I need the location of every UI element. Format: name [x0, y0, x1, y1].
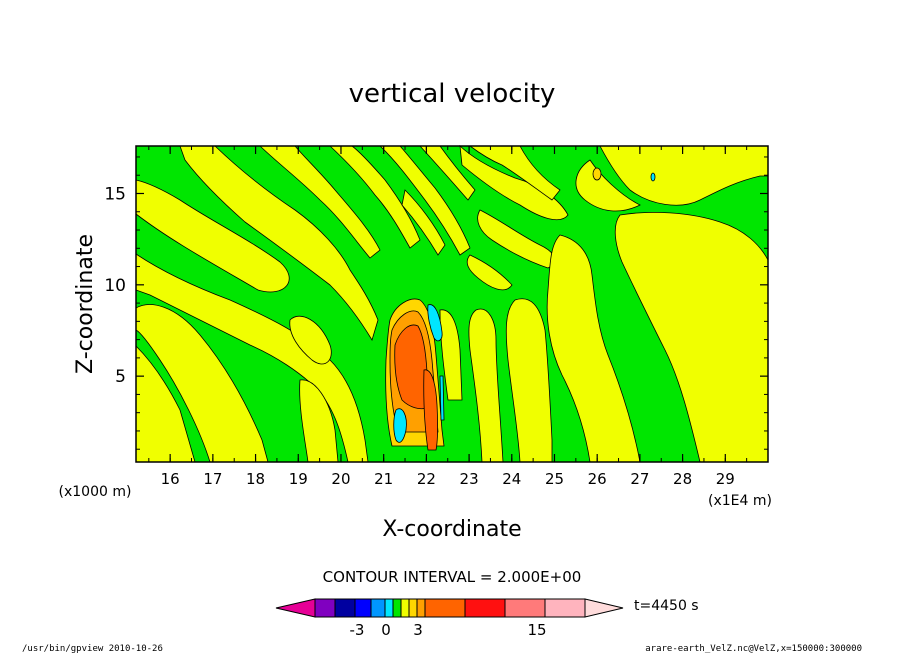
field-region	[328, 145, 421, 249]
x-tick-label: 27	[630, 470, 649, 488]
colorbar-segment	[334, 598, 356, 618]
x-tick-label: 26	[588, 470, 607, 488]
colorbar-segment	[392, 598, 402, 618]
field-region	[179, 145, 379, 341]
y-tick-label: 15	[104, 184, 126, 204]
x-tick-label: 19	[289, 470, 308, 488]
contour-interval: CONTOUR INTERVAL = 2.000E+00	[323, 568, 582, 586]
field-region	[135, 179, 290, 293]
colorbar-right-arrow	[584, 598, 624, 618]
x-axis: 16 17 18 19 20 21 22 23 24 25 26 27 28 29	[148, 146, 769, 488]
colorbar-segment	[544, 598, 586, 618]
colorbar-label: 15	[527, 621, 546, 639]
x-axis-label: X-coordinate	[382, 517, 521, 542]
x-tick-label: 29	[716, 470, 735, 488]
colorbar-segment	[370, 598, 386, 618]
x-tick-label: 23	[460, 470, 479, 488]
colorbar: -3 0 3 15	[275, 598, 624, 639]
x-tick-label: 17	[203, 470, 222, 488]
y-axis: 5 10 15	[104, 156, 768, 450]
colorbar-segment	[464, 598, 506, 618]
colorbar-segment	[408, 598, 418, 618]
time-label: t=4450 s	[634, 598, 699, 614]
field-region	[419, 145, 476, 201]
field-region	[258, 145, 381, 259]
x-tick-label: 28	[673, 470, 692, 488]
colorbar-left-arrow	[275, 598, 316, 618]
colorbar-segment	[424, 598, 466, 618]
colorbar-segment	[504, 598, 546, 618]
field-region	[650, 172, 656, 182]
field-region	[459, 144, 569, 221]
colorbar-segment	[314, 598, 336, 618]
field-region	[520, 145, 769, 206]
field-region	[592, 167, 602, 181]
y-axis-label: Z-coordinate	[73, 234, 98, 374]
colorbar-label: -3	[350, 621, 365, 639]
field-region	[468, 145, 561, 201]
field-region	[427, 304, 443, 342]
plot-area: 16 17 18 19 20 21 22 23 24 25 26 27 28 29 5 10 15	[104, 144, 769, 488]
x-tick-label: 18	[246, 470, 265, 488]
chart-title: vertical velocity	[349, 79, 556, 109]
x-tick-label: 24	[502, 470, 521, 488]
field-region	[477, 209, 556, 269]
colorbar-label: 0	[381, 621, 391, 639]
x-tick-label: 20	[331, 470, 350, 488]
x-tick-label: 25	[545, 470, 564, 488]
field-region	[401, 189, 446, 256]
x-tick-label: 22	[417, 470, 436, 488]
footer-left: /usr/bin/gpview 2010-10-26	[22, 644, 163, 654]
x-tick-label: 16	[161, 470, 180, 488]
field-region	[575, 159, 641, 212]
velocity-field	[135, 144, 769, 463]
colorbar-label: 3	[413, 621, 423, 639]
x-unit-right: (x1E4 m)	[708, 493, 772, 509]
colorbar-segment	[384, 598, 394, 618]
field-region	[135, 345, 196, 463]
field-region	[423, 369, 439, 451]
field-region	[289, 315, 332, 365]
y-tick-label: 10	[104, 276, 126, 296]
colorbar-segment	[400, 598, 410, 618]
x-tick-label: 21	[374, 470, 393, 488]
field-region	[466, 254, 513, 291]
field-region	[393, 408, 407, 443]
colorbar-segment	[416, 598, 426, 618]
colorbar-segment	[354, 598, 372, 618]
plot-frame	[135, 145, 769, 463]
field-region	[439, 375, 445, 421]
field-region	[135, 304, 269, 463]
x-unit-left: (x1000 m)	[59, 484, 132, 500]
field-region	[614, 211, 769, 463]
footer-right: arare-earth_VelZ.nc@VelZ,x=150000:300000	[645, 644, 862, 654]
field-region	[378, 145, 471, 256]
y-tick-label: 5	[115, 367, 126, 387]
